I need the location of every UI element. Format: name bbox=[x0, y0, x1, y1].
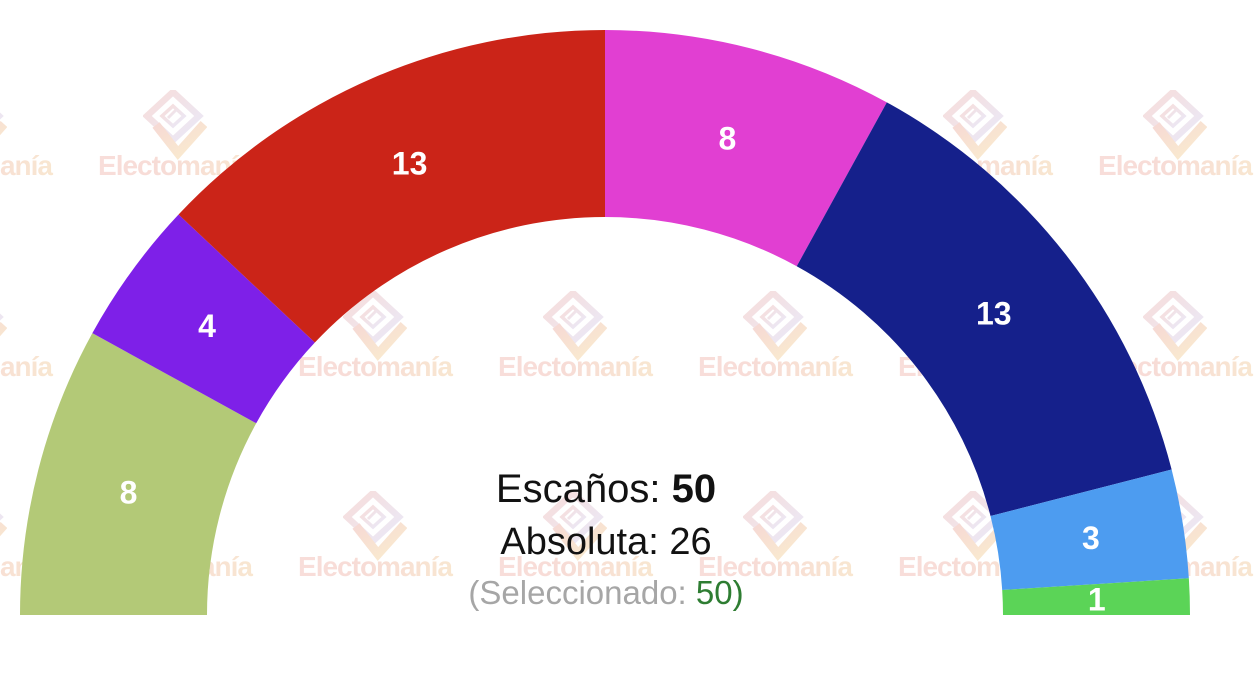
segment-label-6: 1 bbox=[1088, 582, 1106, 618]
segment-label-2: 13 bbox=[392, 146, 428, 182]
seat-segment-5[interactable] bbox=[990, 469, 1189, 591]
selected-line: (Seleccionado: 50) bbox=[468, 568, 743, 618]
electomania-logo-icon bbox=[543, 290, 607, 361]
electomania-logo-icon bbox=[343, 491, 407, 561]
selected-value: 50) bbox=[695, 574, 744, 611]
electomania-logo-icon bbox=[1143, 90, 1207, 160]
electomania-logo-icon bbox=[343, 290, 407, 361]
electomania-logo-icon bbox=[143, 90, 207, 160]
watermark-text: Electomanía bbox=[0, 150, 75, 182]
watermark-text: Electomanía bbox=[675, 551, 875, 583]
watermark-tile: Electomanía bbox=[675, 290, 875, 391]
absolute-majority-line: Absoluta: 26 bbox=[468, 516, 743, 568]
electomania-logo-icon bbox=[943, 90, 1007, 160]
watermark-text: Electomanía bbox=[0, 351, 75, 383]
electomania-logo-icon bbox=[543, 491, 607, 561]
watermark-text: Electomanía bbox=[275, 351, 475, 383]
watermark-tile: Electomanía bbox=[0, 291, 75, 391]
seat-segment-1[interactable] bbox=[92, 214, 315, 424]
watermark-tile: Electomanía bbox=[275, 491, 475, 591]
watermark-tile: Electomanía bbox=[475, 491, 675, 591]
absolute-label: Absoluta: bbox=[500, 521, 659, 563]
seats-value: 50 bbox=[671, 467, 717, 511]
watermark-text: Electomanía bbox=[475, 551, 675, 583]
seats-label: Escaños: bbox=[495, 467, 661, 511]
watermark-text: Electomanía bbox=[475, 351, 675, 383]
watermark-tile: Electomanía bbox=[675, 491, 875, 591]
electomania-logo-icon bbox=[1143, 290, 1207, 361]
seat-segment-0[interactable] bbox=[20, 333, 257, 615]
watermark-tile: Electomanía bbox=[475, 290, 675, 391]
watermark-tile: Electomanía bbox=[1075, 90, 1256, 190]
absolute-value: 26 bbox=[669, 521, 712, 563]
segment-label-5: 3 bbox=[1082, 520, 1100, 556]
seats-total-line: Escaños: 50 bbox=[468, 463, 743, 516]
seat-segment-2[interactable] bbox=[178, 30, 606, 343]
watermark-text: Electomanía bbox=[275, 551, 475, 583]
seat-segment-4[interactable] bbox=[796, 102, 1172, 517]
selected-prefix: (Seleccionado: bbox=[468, 574, 687, 611]
segment-label-0: 8 bbox=[120, 475, 138, 511]
segment-label-3: 8 bbox=[719, 121, 737, 157]
watermark-text: Electomanía bbox=[1075, 150, 1256, 182]
segment-label-4: 13 bbox=[976, 295, 1012, 331]
seat-segment-6[interactable] bbox=[1002, 578, 1190, 615]
watermark-tile: Electomanía bbox=[275, 290, 475, 391]
chart-center-summary: Escaños: 50 Absoluta: 26 (Seleccionado: … bbox=[468, 463, 743, 618]
electomania-logo-icon bbox=[743, 491, 807, 561]
electomania-logo-icon bbox=[743, 290, 807, 361]
watermark-tile: Electomanía bbox=[0, 90, 75, 190]
watermark-text: Electomanía bbox=[675, 351, 875, 383]
segment-label-1: 4 bbox=[198, 308, 216, 344]
seat-segment-3[interactable] bbox=[605, 30, 887, 267]
